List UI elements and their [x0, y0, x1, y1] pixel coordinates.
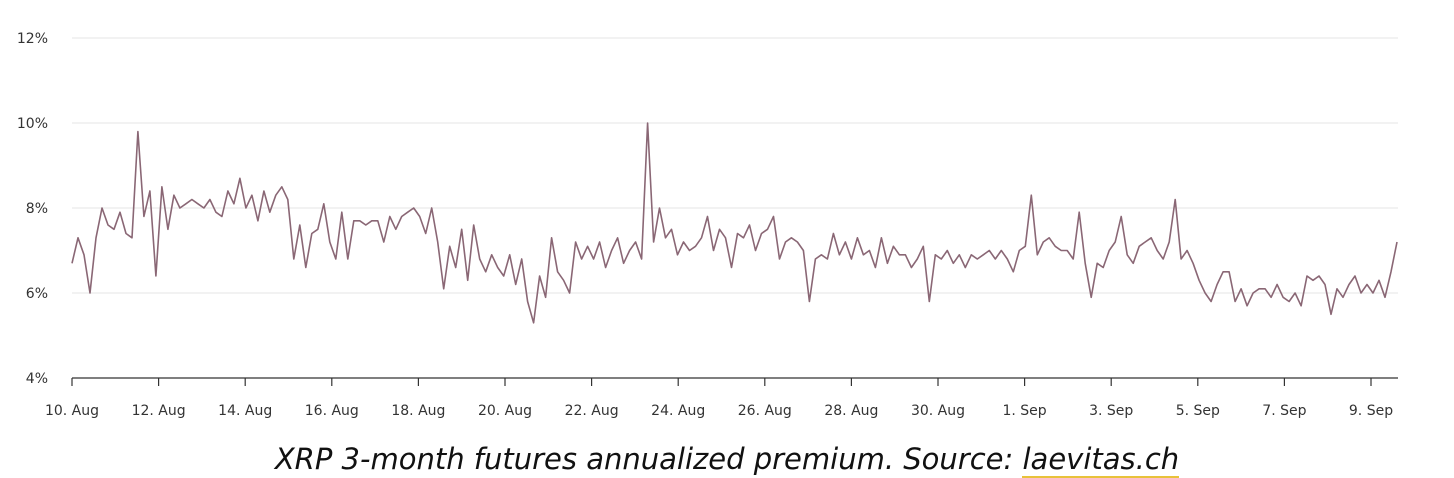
y-tick-label: 4%	[26, 371, 48, 387]
y-tick-label: 12%	[17, 31, 48, 47]
x-tick-label: 30. Aug	[911, 403, 965, 419]
x-tick-label: 16. Aug	[305, 403, 359, 419]
x-tick-label: 10. Aug	[45, 403, 99, 419]
y-tick-label: 10%	[17, 116, 48, 132]
x-tick-label: 18. Aug	[391, 403, 445, 419]
x-tick-label: 9. Sep	[1349, 403, 1393, 419]
premium-line-chart: 4% 6% 8% 10% 12% 10. Aug 12. Aug 14. Aug 16. Aug…	[17, 31, 1398, 419]
x-tick-label: 1. Sep	[1002, 403, 1046, 419]
x-tick-label: 26. Aug	[738, 403, 792, 419]
x-tick-label: 22. Aug	[565, 403, 619, 419]
series-line	[71, 122, 1398, 324]
caption-text: XRP 3-month futures annualized premium. …	[274, 442, 1023, 476]
x-tick-label: 3. Sep	[1089, 403, 1133, 419]
source-link[interactable]: laevitas.ch	[1022, 442, 1180, 478]
x-tick-label: 28. Aug	[824, 403, 878, 419]
chart-caption: XRP 3-month futures annualized premium. …	[0, 440, 1454, 478]
x-tick-label: 14. Aug	[218, 403, 272, 419]
x-tick-label: 24. Aug	[651, 403, 705, 419]
y-tick-label: 8%	[26, 201, 48, 217]
x-tick-label: 12. Aug	[132, 403, 186, 419]
x-tick-label: 5. Sep	[1176, 403, 1220, 419]
x-tick-label: 20. Aug	[478, 403, 532, 419]
y-tick-label: 6%	[26, 286, 48, 302]
x-tick-label: 7. Sep	[1262, 403, 1306, 419]
